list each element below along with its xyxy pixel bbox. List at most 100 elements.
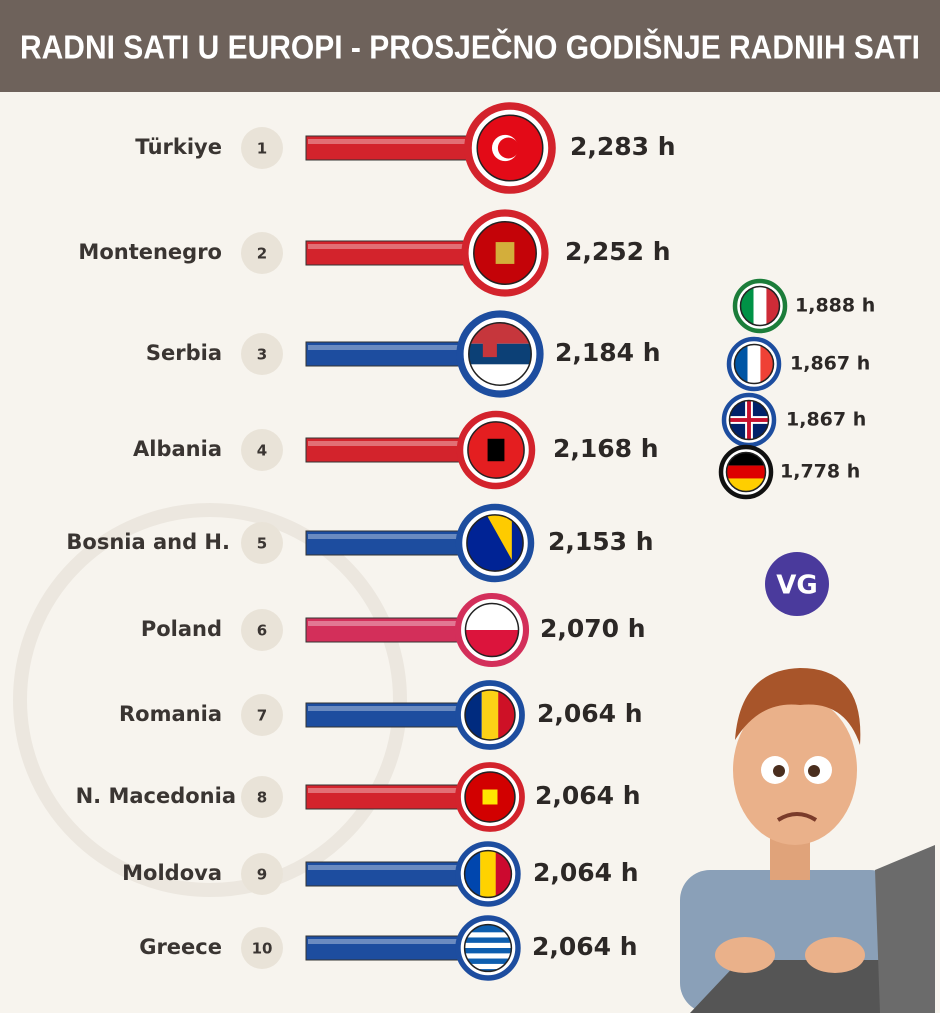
flag (473, 221, 537, 285)
hours: 2,283 h (570, 132, 676, 161)
rank-badge (241, 429, 283, 471)
flag-part (468, 364, 532, 386)
flag-part (482, 338, 497, 358)
watermark (13, 503, 407, 897)
rank: 6 (257, 622, 267, 640)
mouth (776, 812, 818, 822)
rank: 9 (257, 866, 267, 884)
flag-part (465, 690, 482, 740)
hours: 2,064 h (537, 699, 643, 728)
country-name: Montenegro (78, 240, 222, 264)
flag-part (497, 137, 519, 159)
bar-highlight (308, 139, 506, 144)
country-name: Bosnia and H. (66, 530, 230, 554)
rank-badge (241, 127, 283, 169)
flag-part (726, 465, 766, 479)
bar-highlight (308, 534, 491, 539)
hours: 1,888 h (795, 295, 875, 317)
flag-part (464, 953, 512, 959)
flag-part (747, 400, 751, 440)
header-band (0, 0, 940, 92)
laptop (875, 845, 935, 1013)
flag (466, 514, 524, 572)
flag (729, 400, 769, 440)
flag-edge (468, 322, 532, 386)
flag-edge (464, 689, 516, 741)
flag (477, 115, 543, 181)
hours: 2,064 h (532, 932, 638, 961)
flag (467, 421, 525, 479)
flag-edge (739, 285, 781, 327)
flag-edge (466, 514, 524, 572)
rank: 2 (257, 245, 267, 263)
title: RADNI SATI U EUROPI - PROSJEČNO GODIŠNJE… (20, 28, 920, 66)
illustration (680, 668, 935, 1013)
rank-badge (241, 853, 283, 895)
flag-part (480, 850, 496, 898)
flag-edge (733, 343, 775, 385)
hand (805, 937, 865, 973)
flag-edge (467, 421, 525, 479)
hours: 1,867 h (786, 409, 866, 431)
hours: 1,778 h (780, 461, 860, 483)
rank: 1 (257, 140, 267, 158)
country-name: N. Macedonia (76, 784, 236, 808)
ranking: Türkiye 1 2,283 h Montenegro 2 2,252 h Serbia 3… (66, 102, 676, 981)
hours: 2,064 h (535, 781, 641, 810)
country-name: Greece (139, 935, 222, 959)
flag-edge (463, 923, 513, 973)
country-name: Moldova (122, 861, 222, 885)
hours: 1,867 h (790, 353, 870, 375)
flag-part (495, 242, 515, 264)
flag (465, 690, 515, 740)
rank: 3 (257, 346, 267, 364)
flag-edge (473, 221, 537, 285)
keyboard (690, 960, 900, 1013)
flag-part (747, 344, 761, 384)
bar-highlight (308, 706, 486, 711)
country-name: Romania (119, 702, 222, 726)
hair (735, 668, 861, 745)
hours: 2,153 h (548, 527, 654, 556)
flag-edge (725, 451, 767, 493)
country-name: Poland (141, 617, 222, 641)
flag (465, 772, 515, 822)
flag-part (464, 932, 512, 938)
flag (468, 322, 532, 386)
rank-badge (241, 232, 283, 274)
hours: 2,184 h (555, 338, 661, 367)
country-name: Serbia (146, 341, 222, 365)
hours: 2,064 h (533, 858, 639, 887)
flag-part (486, 514, 512, 560)
flag-part (464, 963, 512, 970)
rank-badge (241, 776, 283, 818)
flag-part (498, 690, 515, 740)
flag-edge (476, 114, 544, 182)
bar-highlight (308, 244, 501, 249)
rank-badge (241, 927, 283, 969)
flag-edge (464, 771, 516, 823)
rank: 4 (257, 442, 267, 460)
flag (464, 924, 512, 972)
bar-highlight (308, 621, 488, 626)
hand (715, 937, 775, 973)
logo: VG (776, 571, 817, 601)
flag-part (468, 343, 532, 365)
logo-circle (765, 552, 829, 616)
flag-part (753, 286, 767, 326)
pupil (808, 765, 820, 777)
flag-edge (463, 849, 513, 899)
country-name: Albania (133, 437, 222, 461)
other-countries: 1,888 h 1,867 h 1,867 h 1,778 h (718, 278, 875, 500)
rank-badge (241, 694, 283, 736)
rank: 10 (252, 940, 273, 958)
rank: 7 (257, 707, 267, 725)
rank-badge (241, 333, 283, 375)
bar-highlight (308, 345, 496, 350)
flag-part (481, 690, 499, 740)
face (733, 695, 857, 845)
rank-badge (241, 609, 283, 651)
rank: 8 (257, 789, 267, 807)
pupil (773, 765, 785, 777)
